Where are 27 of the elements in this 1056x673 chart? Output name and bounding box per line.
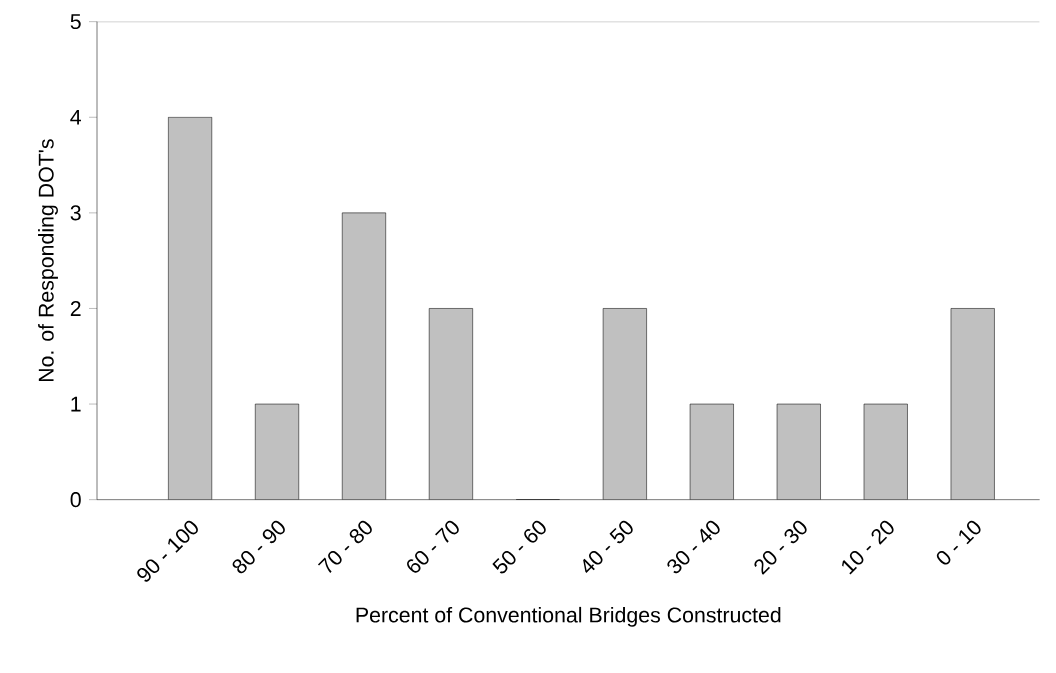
x-tick-label: 50 - 60 (492, 520, 546, 574)
bar (602, 308, 647, 500)
x-tick-label: 90 - 100 (137, 520, 198, 582)
y-axis-title: No. of Responding DOT's (38, 139, 58, 382)
y-tick-label: 5 (70, 14, 81, 30)
x-tick-label: 30 - 40 (667, 520, 720, 574)
bar (776, 403, 821, 500)
y-tick-label: 2 (70, 301, 81, 316)
x-axis-title: Percent of Conventional Bridges Constructed (356, 606, 781, 627)
bar (428, 308, 473, 500)
x-tick-label: 0 - 10 (936, 520, 981, 565)
y-tick-label: 4 (70, 109, 81, 125)
bar (950, 308, 995, 500)
x-tick-label: 40 - 50 (583, 520, 633, 573)
bar (341, 212, 386, 500)
y-tick-label: 3 (70, 205, 81, 221)
x-tick-label: 70 - 80 (317, 520, 372, 573)
bar (689, 403, 734, 500)
x-tick-label: 60 - 70 (407, 520, 459, 573)
y-tick-label: 0 (70, 492, 81, 508)
bar (168, 116, 213, 500)
x-tick-label: 80 - 90 (232, 520, 285, 574)
bar (255, 403, 300, 500)
y-tick-label: 1 (71, 396, 81, 412)
x-tick-label: 10 - 20 (842, 520, 894, 575)
x-tick-label: 20 - 30 (754, 520, 807, 575)
bar (863, 403, 908, 500)
